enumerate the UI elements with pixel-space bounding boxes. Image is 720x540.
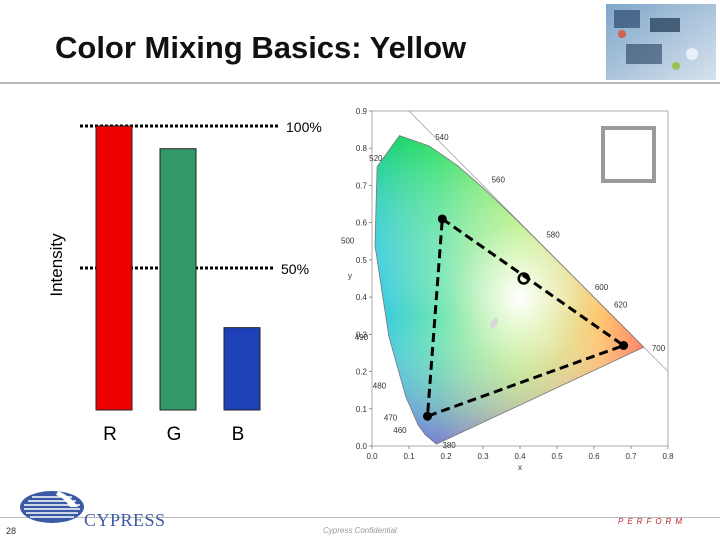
y-axis-label: y bbox=[348, 272, 352, 281]
y-tick-label: 0.7 bbox=[356, 181, 368, 190]
rgb-gamut-triangle bbox=[425, 216, 627, 419]
y-tick-label: 0.3 bbox=[356, 330, 368, 339]
title-divider bbox=[0, 82, 720, 84]
x-tick-label: 0.6 bbox=[588, 452, 600, 461]
bar-R bbox=[95, 125, 133, 411]
x-tick-label: 0.4 bbox=[514, 452, 526, 461]
wavelength-label: 470 bbox=[384, 413, 398, 422]
white-point bbox=[490, 317, 499, 329]
x-tick-label: 0.3 bbox=[477, 452, 489, 461]
y-tick-label: 0.1 bbox=[356, 405, 368, 414]
slide-title: Color Mixing Basics: Yellow bbox=[55, 30, 467, 65]
rgb-intensity-chart: 100% 50% R G B Intensity bbox=[47, 119, 322, 445]
green-primary-point bbox=[437, 214, 447, 224]
wavelength-label: 620 bbox=[614, 300, 628, 309]
wavelength-label: 460 bbox=[393, 426, 407, 435]
x-tick-label: 0.5 bbox=[551, 452, 563, 461]
wavelength-label: 600 bbox=[595, 283, 609, 292]
wavelength-label: 500 bbox=[341, 237, 355, 246]
footer-divider bbox=[0, 517, 720, 518]
category-label: G bbox=[167, 424, 182, 445]
y-tick-label: 0.8 bbox=[356, 144, 368, 153]
reference-label: 50% bbox=[281, 261, 309, 277]
category-label: R bbox=[103, 424, 117, 445]
wavelength-label: 480 bbox=[373, 382, 387, 391]
blue-primary-point bbox=[423, 411, 432, 421]
corner-image bbox=[606, 4, 716, 80]
x-tick-label: 0.7 bbox=[625, 452, 637, 461]
perform-tagline: PERFORM bbox=[618, 517, 686, 526]
yellow-mix-point bbox=[517, 272, 530, 285]
bar-G bbox=[159, 148, 197, 411]
wavelength-label: 540 bbox=[435, 133, 449, 142]
y-tick-label: 0.4 bbox=[356, 293, 368, 302]
x-axis-label: x bbox=[518, 463, 522, 472]
wavelength-label: 490 bbox=[355, 333, 369, 342]
y-tick-label: 0.5 bbox=[356, 256, 368, 265]
x-tick-label: 0.2 bbox=[440, 452, 452, 461]
cypress-logo-icon bbox=[20, 491, 84, 523]
red-primary-point bbox=[619, 341, 629, 350]
y-tick-label: 0.2 bbox=[356, 368, 368, 377]
cypress-brand-text: CYPRESS bbox=[84, 510, 166, 530]
confidential-notice: Cypress Confidential bbox=[323, 526, 397, 535]
category-label: B bbox=[232, 424, 245, 445]
wavelength-label: 560 bbox=[492, 175, 506, 184]
y-tick-label: 0.6 bbox=[356, 219, 368, 228]
wavelength-label: 580 bbox=[546, 231, 560, 240]
bar-B bbox=[223, 327, 261, 411]
wavelength-label: 700 bbox=[652, 344, 666, 353]
y-axis-label: Intensity bbox=[47, 233, 66, 297]
wavelength-label: 520 bbox=[369, 154, 383, 163]
slide-number: 28 bbox=[6, 526, 17, 536]
y-tick-label: 0.0 bbox=[356, 442, 368, 451]
x-tick-label: 0.0 bbox=[366, 452, 378, 461]
wavelength-label: 380 bbox=[442, 441, 456, 450]
x-tick-label: 0.8 bbox=[662, 452, 674, 461]
spectral-locus bbox=[374, 135, 645, 445]
reference-label: 100% bbox=[286, 119, 322, 135]
x-tick-label: 0.1 bbox=[403, 452, 415, 461]
yellow-color-swatch bbox=[601, 126, 656, 183]
y-tick-label: 0.9 bbox=[356, 107, 368, 116]
